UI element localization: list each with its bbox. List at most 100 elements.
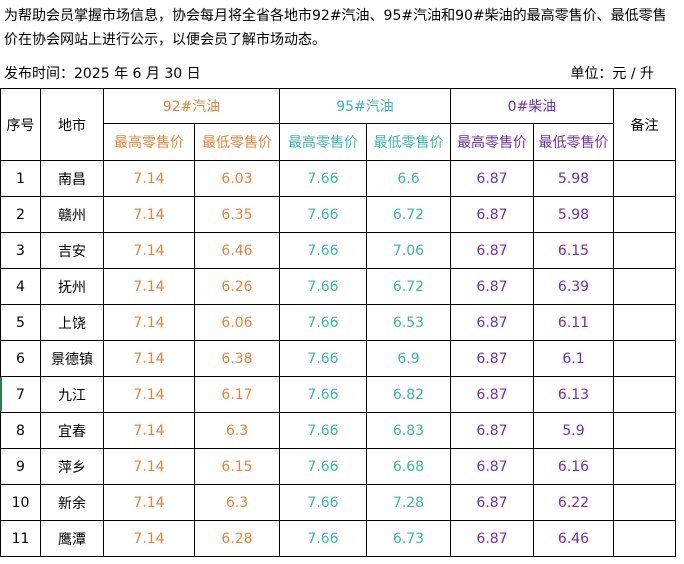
cell-g95-min: 6.68 [366, 448, 451, 485]
cell-g92-min: 6.26 [194, 268, 280, 305]
cell-city: 九江 [40, 376, 104, 413]
header-no: 序号 [0, 88, 41, 161]
cell-d0-min: 6.16 [533, 448, 614, 485]
cell-g92-max: 7.14 [103, 304, 195, 341]
cell-no: 5 [0, 304, 41, 341]
cell-d0-max: 6.87 [450, 412, 534, 449]
cell-d0-min: 6.15 [533, 232, 614, 269]
header-g95: 95#汽油 [279, 88, 451, 124]
table-row: 10 新余 7.14 6.3 7.66 7.28 6.87 6.22 [0, 484, 676, 521]
cell-d0-min: 6.39 [533, 268, 614, 305]
cell-g95-max: 7.66 [279, 304, 367, 341]
cell-d0-max: 6.87 [450, 448, 534, 485]
cell-g95-max: 7.66 [279, 160, 367, 197]
cell-note [613, 340, 676, 377]
cell-note [613, 268, 676, 305]
cell-no: 7 [0, 376, 41, 413]
cell-g92-min: 6.17 [194, 376, 280, 413]
price-table: 序号 地市 92#汽油 95#汽油 0#柴油 备注 最高零售价 最低零售价 最高… [0, 88, 676, 557]
cell-note [613, 304, 676, 341]
cell-g95-min: 6.72 [366, 268, 451, 305]
header-d0: 0#柴油 [450, 88, 614, 124]
cell-g95-min: 6.53 [366, 304, 451, 341]
cell-d0-max: 6.87 [450, 484, 534, 521]
table-row: 8 宜春 7.14 6.3 7.66 6.83 6.87 5.9 [0, 412, 676, 449]
cell-note [613, 484, 676, 521]
row-marker [0, 377, 2, 411]
cell-g92-max: 7.14 [103, 268, 195, 305]
cell-g95-max: 7.66 [279, 232, 367, 269]
header-g92: 92#汽油 [103, 88, 280, 124]
cell-d0-min: 6.11 [533, 304, 614, 341]
cell-city: 上饶 [40, 304, 104, 341]
cell-g95-max: 7.66 [279, 268, 367, 305]
cell-note [613, 160, 676, 197]
table-row: 11 鹰潭 7.14 6.28 7.66 6.73 6.87 6.46 [0, 520, 676, 557]
cell-g95-min: 6.6 [366, 160, 451, 197]
header-g92-max: 最高零售价 [103, 123, 195, 161]
cell-g92-min: 6.03 [194, 160, 280, 197]
cell-city: 抚州 [40, 268, 104, 305]
header-g92-min: 最低零售价 [194, 123, 280, 161]
cell-g95-min: 6.73 [366, 520, 451, 557]
cell-g95-max: 7.66 [279, 376, 367, 413]
cell-g95-min: 6.83 [366, 412, 451, 449]
header-city: 地市 [40, 88, 104, 161]
intro-text: 为帮助会员掌握市场信息，协会每月将全省各地市92#汽油、95#汽油和90#柴油的… [4, 8, 667, 48]
cell-note [613, 196, 676, 233]
cell-no: 6 [0, 340, 41, 377]
cell-g92-min: 6.38 [194, 340, 280, 377]
header-g95-max: 最高零售价 [279, 123, 367, 161]
cell-city: 鹰潭 [40, 520, 104, 557]
cell-g95-max: 7.66 [279, 340, 367, 377]
cell-g95-min: 6.72 [366, 196, 451, 233]
cell-d0-min: 6.22 [533, 484, 614, 521]
cell-g92-min: 6.06 [194, 304, 280, 341]
cell-g92-min: 6.35 [194, 196, 280, 233]
cell-g92-max: 7.14 [103, 484, 195, 521]
cell-no: 8 [0, 412, 41, 449]
cell-d0-max: 6.87 [450, 268, 534, 305]
cell-city: 赣州 [40, 196, 104, 233]
cell-d0-max: 6.87 [450, 304, 534, 341]
cell-g92-max: 7.14 [103, 340, 195, 377]
cell-d0-min: 6.13 [533, 376, 614, 413]
table-row: 7 九江 7.14 6.17 7.66 6.82 6.87 6.13 [0, 376, 676, 413]
cell-g95-min: 7.06 [366, 232, 451, 269]
cell-g95-max: 7.66 [279, 484, 367, 521]
cell-g95-max: 7.66 [279, 448, 367, 485]
cell-no: 2 [0, 196, 41, 233]
table-row: 4 抚州 7.14 6.26 7.66 6.72 6.87 6.39 [0, 268, 676, 305]
cell-no: 1 [0, 160, 41, 197]
cell-d0-max: 6.87 [450, 160, 534, 197]
cell-g95-max: 7.66 [279, 520, 367, 557]
cell-city: 新余 [40, 484, 104, 521]
cell-city: 南昌 [40, 160, 104, 197]
meta-bar: 发布时间：2025 年 6 月 30 日 单位：元 / 升 [0, 62, 684, 86]
cell-city: 景德镇 [40, 340, 104, 377]
cell-d0-max: 6.87 [450, 376, 534, 413]
unit-label: 单位：元 / 升 [570, 66, 654, 82]
cell-city: 吉安 [40, 232, 104, 269]
cell-g92-min: 6.3 [194, 412, 280, 449]
cell-g95-min: 6.9 [366, 340, 451, 377]
cell-d0-min: 5.9 [533, 412, 614, 449]
table-row: 5 上饶 7.14 6.06 7.66 6.53 6.87 6.11 [0, 304, 676, 341]
cell-city: 宜春 [40, 412, 104, 449]
cell-city: 萍乡 [40, 448, 104, 485]
cell-g92-max: 7.14 [103, 448, 195, 485]
cell-no: 10 [0, 484, 41, 521]
header-d0-max: 最高零售价 [450, 123, 534, 161]
cell-g92-max: 7.14 [103, 196, 195, 233]
cell-d0-max: 6.87 [450, 196, 534, 233]
cell-g92-max: 7.14 [103, 376, 195, 413]
cell-d0-max: 6.87 [450, 520, 534, 557]
cell-note [613, 232, 676, 269]
publish-date: 发布时间：2025 年 6 月 30 日 [4, 66, 201, 82]
cell-g92-min: 6.3 [194, 484, 280, 521]
table-row: 6 景德镇 7.14 6.38 7.66 6.9 6.87 6.1 [0, 340, 676, 377]
cell-g95-min: 6.82 [366, 376, 451, 413]
cell-no: 4 [0, 268, 41, 305]
cell-d0-max: 6.87 [450, 340, 534, 377]
cell-d0-min: 6.46 [533, 520, 614, 557]
